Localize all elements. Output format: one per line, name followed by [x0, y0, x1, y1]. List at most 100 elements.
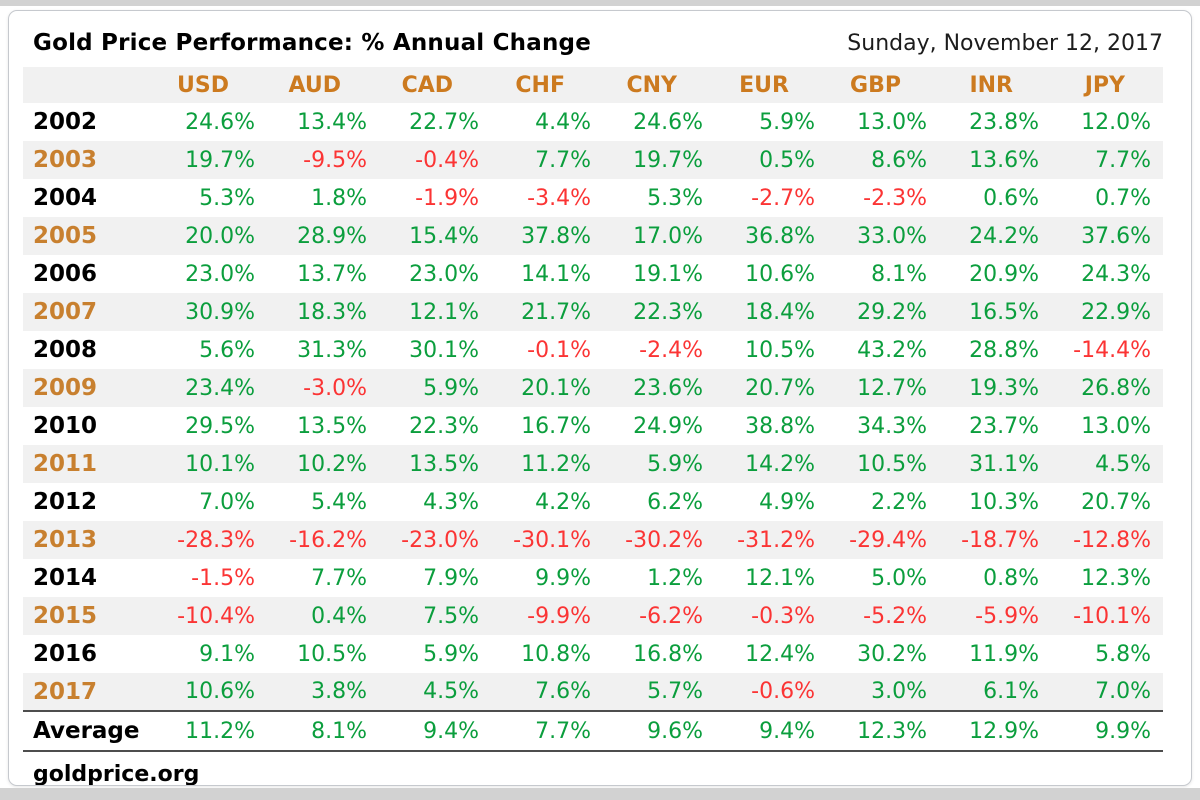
value-cell: 22.9% [1081, 299, 1151, 325]
value-cell: 7.5% [423, 603, 479, 629]
year-cell: 2002 [33, 109, 98, 135]
value-cell: -31.2% [737, 527, 815, 553]
page-bottom-strip [0, 788, 1200, 800]
value-cell: 10.5% [857, 451, 927, 477]
value-cell: -9.9% [527, 603, 591, 629]
value-cell: -0.1% [527, 337, 591, 363]
table-header: USD AUD CAD CHF CNY EUR GBP INR JPY [23, 67, 1163, 103]
currency-header-chf: CHF [515, 72, 565, 98]
value-cell: 20.1% [521, 375, 591, 401]
value-cell: 23.4% [185, 375, 255, 401]
value-cell: -23.0% [401, 527, 479, 553]
value-cell: 4.3% [423, 489, 479, 515]
currency-header-usd: USD [177, 72, 229, 98]
value-cell: 24.6% [633, 109, 703, 135]
value-cell: 36.8% [745, 223, 815, 249]
value-cell: 31.3% [297, 337, 367, 363]
year-cell: 2011 [33, 451, 98, 477]
year-cell: 2017 [33, 678, 98, 705]
value-cell: 24.3% [1081, 261, 1151, 287]
table-row-2012: 2012 7.0% 5.4% 4.3% 4.2% 6.2% 4.9% 2.2% 10.3% 20.… [23, 483, 1163, 521]
value-cell: 5.9% [647, 451, 703, 477]
value-cell: 28.8% [969, 337, 1039, 363]
value-cell: 7.0% [199, 489, 255, 515]
year-cell: 2012 [33, 489, 98, 515]
table-row-2011: 2011 10.1% 10.2% 13.5% 11.2% 5.9% 14.2% 10.5% 31… [23, 445, 1163, 483]
value-cell: 4.5% [423, 679, 479, 704]
value-cell: 1.8% [311, 185, 367, 211]
value-cell: 13.5% [409, 451, 479, 477]
value-cell: -3.0% [303, 375, 367, 401]
value-cell: 10.3% [969, 489, 1039, 515]
average-value-cell: 12.9% [969, 718, 1039, 744]
year-cell: 2015 [33, 603, 98, 629]
currency-header-row: USD AUD CAD CHF CNY EUR GBP INR JPY [23, 67, 1163, 103]
gold-price-card: Gold Price Performance: % Annual Change … [8, 10, 1192, 786]
average-value-cell: 9.6% [647, 718, 703, 744]
value-cell: 12.7% [857, 375, 927, 401]
value-cell: 14.1% [521, 261, 591, 287]
value-cell: 7.7% [535, 147, 591, 173]
value-cell: -6.2% [639, 603, 703, 629]
value-cell: 10.5% [297, 641, 367, 667]
average-value-cell: 9.4% [423, 718, 479, 744]
currency-header-aud: AUD [288, 72, 341, 98]
value-cell: 10.1% [185, 451, 255, 477]
value-cell: -0.3% [751, 603, 815, 629]
value-cell: -12.8% [1073, 527, 1151, 553]
date-label: Sunday, November 12, 2017 [847, 30, 1163, 56]
value-cell: 6.1% [983, 679, 1039, 704]
year-cell: 2005 [33, 223, 98, 249]
value-cell: 7.0% [1095, 679, 1151, 704]
value-cell: 7.7% [1095, 147, 1151, 173]
value-cell: 10.6% [185, 679, 255, 704]
value-cell: 34.3% [857, 413, 927, 439]
value-cell: 9.1% [199, 641, 255, 667]
value-cell: 13.7% [297, 261, 367, 287]
value-cell: 19.7% [185, 147, 255, 173]
value-cell: 22.3% [409, 413, 479, 439]
value-cell: -0.4% [415, 147, 479, 173]
value-cell: 5.0% [871, 565, 927, 591]
value-cell: 13.6% [969, 147, 1039, 173]
value-cell: 5.4% [311, 489, 367, 515]
value-cell: 4.2% [535, 489, 591, 515]
value-cell: 0.8% [983, 565, 1039, 591]
table-row-2006: 2006 23.0% 13.7% 23.0% 14.1% 19.1% 10.6% 8.1% 20… [23, 255, 1163, 293]
value-cell: -5.9% [975, 603, 1039, 629]
value-cell: -10.4% [177, 603, 255, 629]
value-cell: 24.2% [969, 223, 1039, 249]
value-cell: 33.0% [857, 223, 927, 249]
currency-header-cad: CAD [401, 72, 453, 98]
value-cell: 3.0% [871, 679, 927, 704]
value-cell: 23.7% [969, 413, 1039, 439]
value-cell: 20.9% [969, 261, 1039, 287]
value-cell: 15.4% [409, 223, 479, 249]
year-cell: 2004 [33, 185, 98, 211]
average-value-cell: 8.1% [311, 718, 367, 744]
value-cell: 13.0% [857, 109, 927, 135]
value-cell: -30.2% [625, 527, 703, 553]
value-cell: -3.4% [527, 185, 591, 211]
year-cell: 2007 [33, 299, 98, 325]
average-value-cell: 12.3% [857, 718, 927, 744]
value-cell: 7.9% [423, 565, 479, 591]
value-cell: 8.1% [871, 261, 927, 287]
value-cell: -2.4% [639, 337, 703, 363]
value-cell: 7.6% [535, 679, 591, 704]
currency-header-cny: CNY [626, 72, 678, 98]
year-header-cell [23, 67, 155, 103]
value-cell: 10.6% [745, 261, 815, 287]
year-cell: 2008 [33, 337, 98, 363]
value-cell: 23.6% [633, 375, 703, 401]
year-cell: 2013 [33, 527, 98, 553]
average-value-cell: 9.9% [1095, 718, 1151, 744]
value-cell: 19.3% [969, 375, 1039, 401]
value-cell: 3.8% [311, 679, 367, 704]
value-cell: 5.3% [647, 185, 703, 211]
year-cell: 2016 [33, 641, 98, 667]
table-row-2008: 2008 5.6% 31.3% 30.1% -0.1% -2.4% 10.5% 43.2% 28… [23, 331, 1163, 369]
value-cell: 13.0% [1081, 413, 1151, 439]
title-row: Gold Price Performance: % Annual Change … [23, 21, 1163, 67]
